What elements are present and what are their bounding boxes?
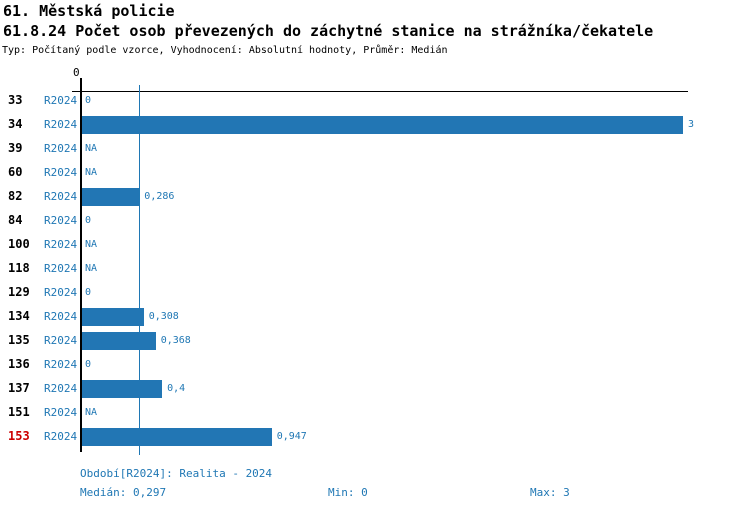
- value-label: NA: [85, 167, 98, 178]
- value-label: 3: [688, 119, 695, 130]
- category-label: 34: [8, 117, 23, 131]
- chart-row: 118 R2024 NA: [0, 257, 750, 281]
- value-bar[interactable]: [82, 188, 140, 206]
- value-bar[interactable]: [82, 308, 144, 326]
- chart-meta-info: Typ: Počítaný podle vzorce, Vyhodnocení:…: [2, 45, 448, 56]
- chart-row: 60 R2024 NA: [0, 161, 750, 185]
- value-label: NA: [85, 239, 98, 250]
- series-period-label: R2024: [44, 334, 78, 347]
- chart-row: 134 R2024 0,308: [0, 305, 750, 329]
- series-period-label: R2024: [44, 358, 78, 371]
- y-axis-line: [80, 78, 82, 452]
- footer-median-value: Medián: 0,297: [80, 486, 167, 499]
- series-period-label: R2024: [44, 310, 78, 323]
- series-period-label: R2024: [44, 118, 78, 131]
- chart-row: 137 R2024 0,4: [0, 377, 750, 401]
- x-axis-line: [72, 91, 688, 92]
- value-bar[interactable]: [82, 332, 156, 350]
- series-period-label: R2024: [44, 430, 78, 443]
- chart-row: 84 R2024 0: [0, 209, 750, 233]
- series-period-label: R2024: [44, 190, 78, 203]
- value-label: 0,286: [144, 191, 175, 202]
- series-period-label: R2024: [44, 214, 78, 227]
- category-label: 39: [8, 141, 23, 155]
- category-label: 100: [8, 237, 30, 251]
- chart-row: 100 R2024 NA: [0, 233, 750, 257]
- category-label: 136: [8, 357, 30, 371]
- chart-row: 39 R2024 NA: [0, 137, 750, 161]
- chart-row: 34 R2024 3: [0, 113, 750, 137]
- value-label: NA: [85, 407, 98, 418]
- footer-min-value: Min: 0: [328, 486, 368, 499]
- footer-max-value: Max: 3: [530, 486, 570, 499]
- category-label: 129: [8, 285, 30, 299]
- x-axis-zero-tick-label: 0: [73, 66, 80, 79]
- chart-row: 82 R2024 0,286: [0, 185, 750, 209]
- footer-period-legend: Období[R2024]: Realita - 2024: [80, 467, 273, 480]
- chart-row: 136 R2024 0: [0, 353, 750, 377]
- category-label: 82: [8, 189, 23, 203]
- value-label: 0: [85, 215, 92, 226]
- value-bar[interactable]: [82, 380, 163, 398]
- category-label: 118: [8, 261, 30, 275]
- category-label: 137: [8, 381, 30, 395]
- chart-subtitle: 61.8.24 Počet osob převezených do záchyt…: [3, 22, 654, 40]
- series-period-label: R2024: [44, 94, 78, 107]
- chart-row: 153 R2024 0,947: [0, 425, 750, 449]
- category-label: 134: [8, 309, 30, 323]
- value-label: 0: [85, 287, 92, 298]
- value-label: 0,4: [167, 383, 186, 394]
- page-title: 61. Městská policie: [3, 2, 175, 20]
- category-label: 153: [8, 429, 30, 443]
- chart-row: 33 R2024 0: [0, 89, 750, 113]
- series-period-label: R2024: [44, 382, 78, 395]
- chart-row: 135 R2024 0,368: [0, 329, 750, 353]
- median-reference-line: [139, 85, 140, 455]
- category-label: 151: [8, 405, 30, 419]
- category-label: 33: [8, 93, 23, 107]
- chart-row: 129 R2024 0: [0, 281, 750, 305]
- series-period-label: R2024: [44, 406, 78, 419]
- series-period-label: R2024: [44, 142, 78, 155]
- category-label: 60: [8, 165, 23, 179]
- value-label: 0: [85, 359, 92, 370]
- series-period-label: R2024: [44, 262, 78, 275]
- category-label: 135: [8, 333, 30, 347]
- series-period-label: R2024: [44, 238, 78, 251]
- value-label: 0,308: [148, 311, 179, 322]
- series-period-label: R2024: [44, 286, 78, 299]
- chart-row: 151 R2024 NA: [0, 401, 750, 425]
- series-period-label: R2024: [44, 166, 78, 179]
- value-label: NA: [85, 263, 98, 274]
- value-bar[interactable]: [82, 428, 272, 446]
- value-bar[interactable]: [82, 116, 683, 134]
- value-label: 0,947: [276, 431, 307, 442]
- value-label: 0,368: [160, 335, 191, 346]
- value-label: 0: [85, 95, 92, 106]
- value-label: NA: [85, 143, 98, 154]
- category-label: 84: [8, 213, 23, 227]
